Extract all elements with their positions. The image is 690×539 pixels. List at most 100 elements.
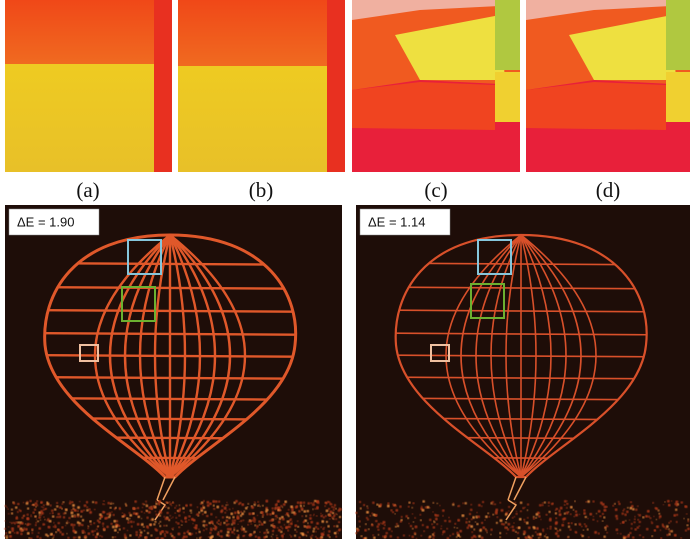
noise — [462, 503, 463, 504]
noise — [238, 512, 240, 514]
noise — [169, 501, 171, 503]
noise — [196, 532, 197, 533]
noise — [27, 532, 30, 535]
noise — [153, 523, 155, 525]
noise — [335, 508, 337, 510]
noise — [325, 502, 327, 504]
noise — [269, 520, 271, 522]
noise — [500, 502, 502, 504]
noise — [273, 526, 276, 529]
noise — [373, 514, 376, 517]
noise — [516, 527, 517, 528]
noise — [5, 505, 7, 507]
noise — [260, 506, 261, 507]
noise — [129, 514, 132, 517]
noise — [296, 505, 298, 507]
noise — [555, 521, 558, 524]
noise — [220, 535, 222, 537]
noise — [384, 524, 386, 526]
noise — [660, 529, 661, 530]
noise — [88, 526, 89, 527]
noise — [615, 508, 618, 511]
noise — [488, 516, 490, 518]
noise — [453, 502, 454, 503]
noise — [378, 534, 380, 536]
noise — [471, 518, 473, 520]
noise — [30, 515, 31, 516]
noise — [280, 531, 282, 533]
noise — [54, 508, 56, 510]
noise — [436, 523, 438, 525]
noise — [303, 502, 305, 504]
noise — [298, 510, 300, 512]
noise — [517, 532, 519, 534]
noise — [297, 520, 298, 521]
noise — [114, 529, 117, 532]
noise — [232, 522, 234, 524]
noise — [4, 528, 6, 530]
noise — [88, 532, 91, 535]
noise — [476, 517, 478, 519]
noise — [684, 505, 686, 507]
noise — [560, 507, 563, 510]
noise — [16, 531, 19, 534]
panel-caption: (c) — [424, 178, 447, 202]
noise — [284, 500, 287, 503]
noise — [256, 528, 257, 529]
noise — [510, 527, 511, 528]
noise — [632, 536, 634, 538]
noise — [102, 511, 105, 514]
noise — [119, 507, 121, 509]
noise — [623, 510, 625, 512]
noise — [627, 535, 630, 538]
noise — [34, 508, 36, 510]
noise — [266, 534, 267, 535]
noise — [138, 516, 140, 518]
noise — [202, 521, 203, 522]
noise — [327, 534, 329, 536]
noise — [37, 520, 39, 522]
noise — [36, 500, 38, 502]
noise — [41, 502, 43, 504]
noise — [338, 521, 340, 523]
noise — [107, 513, 109, 515]
noise — [651, 521, 652, 522]
noise — [631, 523, 633, 525]
noise — [421, 506, 423, 508]
noise — [535, 517, 537, 519]
noise — [146, 517, 148, 519]
noise — [603, 536, 605, 538]
noise — [585, 525, 587, 527]
noise — [94, 530, 96, 532]
noise — [499, 532, 501, 534]
noise — [592, 519, 594, 521]
noise — [62, 503, 64, 505]
noise — [685, 530, 687, 532]
error-map: ΔE = 1.90 — [4, 205, 342, 539]
noise — [549, 511, 551, 513]
noise — [639, 525, 641, 527]
noise — [122, 515, 124, 517]
noise — [183, 532, 185, 534]
noise — [290, 522, 293, 525]
noise — [272, 523, 274, 525]
noise — [297, 501, 299, 503]
noise — [618, 501, 620, 503]
noise — [17, 511, 19, 513]
noise — [93, 534, 95, 536]
noise — [589, 513, 592, 516]
noise — [315, 531, 316, 532]
noise — [311, 535, 313, 537]
panel-caption: (a) — [76, 178, 99, 202]
noise — [128, 520, 129, 521]
noise — [680, 537, 682, 539]
noise — [533, 527, 536, 530]
noise — [143, 526, 145, 528]
noise — [396, 523, 398, 525]
noise — [368, 528, 370, 530]
noise — [413, 502, 415, 504]
noise — [392, 511, 394, 513]
crop-d — [526, 0, 690, 172]
noise — [111, 523, 113, 525]
noise — [583, 509, 585, 511]
